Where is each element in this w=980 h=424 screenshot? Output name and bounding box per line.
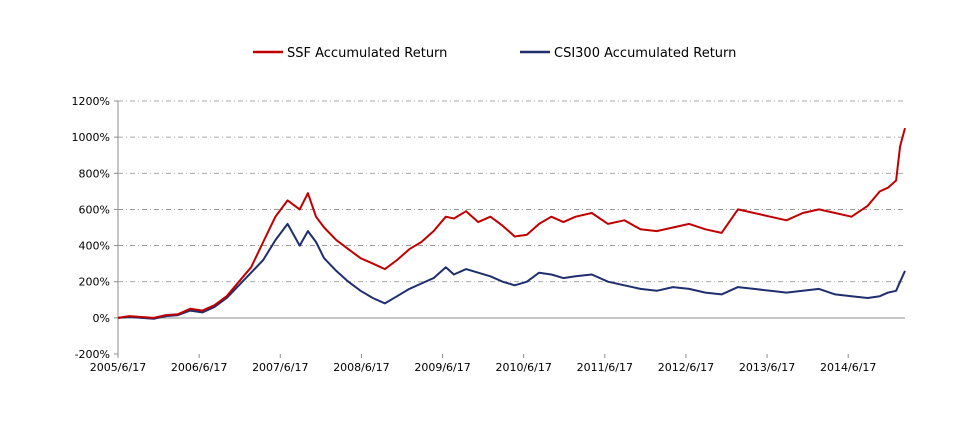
- y-tick-label: 800%: [79, 167, 110, 180]
- x-tick-label: 2009/6/17: [414, 361, 470, 374]
- x-tick-label: 2006/6/17: [171, 361, 227, 374]
- y-tick-label: -200%: [75, 348, 110, 361]
- x-tick-label: 2011/6/17: [577, 361, 633, 374]
- grid-lines: [118, 100, 905, 283]
- y-tick-label: 1000%: [72, 131, 110, 144]
- y-tick-label: 600%: [79, 203, 110, 216]
- x-tick-label: 2005/6/17: [90, 361, 146, 374]
- y-tick-label: 400%: [79, 240, 110, 253]
- chart-legend: SSF Accumulated Return CSI300 Accumulate…: [253, 46, 736, 61]
- x-tick-label: 2012/6/17: [658, 361, 714, 374]
- legend-label-csi300: CSI300 Accumulated Return: [554, 46, 736, 61]
- legend-label-ssf: SSF Accumulated Return: [287, 46, 447, 61]
- series-line-csi300: [117, 222, 906, 320]
- y-tick-label: 1200%: [72, 95, 110, 108]
- x-tick-label: 2008/6/17: [333, 361, 389, 374]
- y-tick-label: 200%: [79, 276, 110, 289]
- x-tick-label: 2013/6/17: [739, 361, 795, 374]
- series-line-ssf: [117, 127, 906, 319]
- x-axis-ticks: 2005/6/17 2006/6/17 2007/6/17 2008/6/17 2009…: [90, 354, 876, 374]
- y-tick-label: 0%: [93, 312, 110, 325]
- x-tick-label: 2014/6/17: [820, 361, 876, 374]
- y-axis-ticks: -200% 0% 200% 400% 600% 800% 1000% 1200%: [72, 95, 118, 361]
- x-tick-label: 2010/6/17: [495, 361, 551, 374]
- x-tick-label: 2007/6/17: [252, 361, 308, 374]
- series-lines: [117, 127, 906, 320]
